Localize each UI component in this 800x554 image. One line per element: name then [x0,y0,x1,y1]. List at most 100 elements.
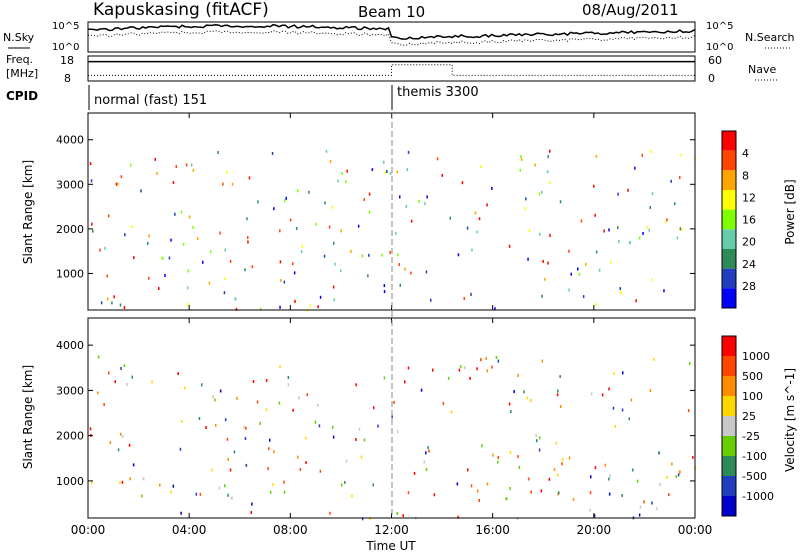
echo-point [113,295,115,299]
echo-point [634,166,636,170]
echo-point [151,380,153,384]
echo-point [692,455,694,459]
echo-point [557,389,559,393]
echo-point [508,402,511,406]
echo-point [123,364,126,368]
echo-point [383,284,386,288]
echo-point [170,238,172,242]
echo-point [648,228,650,232]
echo-point [196,237,199,240]
station-title: Kapuskasing (fitACF) [93,0,269,20]
echo-point [234,297,237,301]
echo-point [268,447,270,451]
echo-point [319,469,322,473]
echo-point [120,367,122,370]
echo-point [170,490,172,494]
echo-point [315,222,317,226]
colorbar-segment [722,209,736,230]
echo-point [215,423,217,427]
colorbar-segment [722,288,736,308]
frequency-left-tick-top: 18 [60,54,74,67]
echo-point [158,287,160,290]
colorbar-tick-label: 28 [742,280,756,293]
echo-point [283,490,286,494]
echo-point [148,276,150,280]
echo-point [670,179,672,183]
echo-point [688,362,691,365]
y-tick-label: 2000 [56,430,84,443]
echo-point [642,232,644,235]
echo-point [509,487,511,490]
nave-step-line [88,64,695,76]
echo-point [229,468,232,472]
colorbar-segment [722,496,736,516]
echo-point [478,499,480,502]
echo-point [425,270,428,274]
echo-point [212,395,214,399]
noise-sky-line [88,23,696,40]
echo-point [279,365,281,369]
echo-point [665,220,667,224]
echo-point [384,171,386,175]
colorbar-segment [722,268,736,289]
y-tick-label: 4000 [56,134,84,147]
echo-point [121,480,124,484]
echo-point [527,477,530,481]
echo-point [538,192,541,196]
echo-point [491,365,493,369]
echo-point [492,453,494,457]
echo-point [121,435,124,438]
echo-point [508,244,511,248]
echo-point [224,248,226,252]
colorbar-tick-label: 4 [742,147,749,160]
echo-point [279,229,281,233]
echo-point [570,272,572,276]
echo-point [666,218,668,222]
echo-point [345,459,348,463]
echo-point [314,420,317,424]
echo-point [471,248,473,252]
echo-point [519,168,521,172]
echo-point [520,155,522,158]
echo-point [638,513,641,517]
echo-point [273,207,275,211]
echo-point [332,285,335,289]
echo-point [518,465,521,469]
echo-point [180,210,183,214]
echo-point [541,294,543,298]
echo-point [542,259,544,263]
echo-point [147,241,149,245]
echo-point [397,253,399,257]
echo-point [294,299,296,303]
echo-point [470,292,472,296]
echo-point [424,202,426,206]
colorbar-segment [722,150,736,171]
echo-point [420,388,423,392]
echo-point [675,475,677,479]
echo-point [395,231,397,235]
echo-point [524,207,526,210]
echo-point [406,168,408,172]
echo-point [103,403,105,407]
echo-point [257,200,259,204]
echo-point [635,299,637,303]
echo-point [425,451,427,455]
echo-point [658,451,660,455]
echo-point [396,170,399,174]
echo-point [91,481,93,485]
echo-point [447,376,450,380]
echo-point [646,225,649,229]
echo-point [530,490,532,494]
echo-point [677,473,680,477]
echo-point [97,355,100,359]
echo-point [117,182,119,186]
echo-point [558,491,560,495]
echo-point [517,455,519,459]
echo-point [427,446,429,450]
echo-point [525,197,527,201]
echo-point [341,483,343,487]
echo-point [568,249,570,253]
echo-point [89,162,92,166]
echo-point [398,263,400,267]
echo-point [161,256,164,260]
